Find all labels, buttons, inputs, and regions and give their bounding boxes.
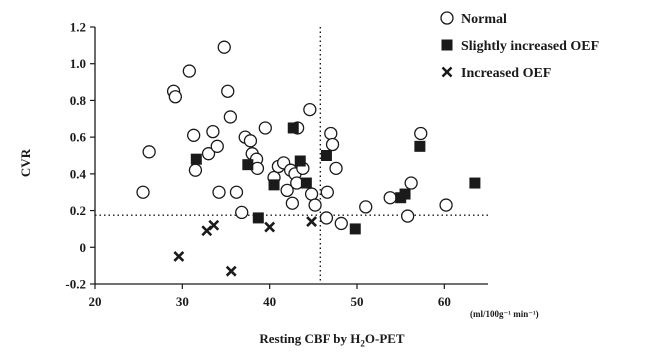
x-axis-title-subscript: 2 [360,338,365,349]
normal-point [243,134,258,148]
slightly-increased-oef-point [300,177,312,189]
slightly-increased-oef-point [287,122,299,134]
normal-point [329,161,343,176]
slightly-increased-oef-point [190,153,202,165]
normal-point [229,185,244,199]
normal-point [359,200,373,214]
slightly-increased-oef-point [414,140,426,152]
normal-point [320,185,334,199]
cross-stroke [306,216,318,228]
normal-point [217,40,231,54]
slightly-increased-oef-point [349,223,361,235]
increased-oef-point [264,221,276,233]
normal-point [210,139,224,153]
y-tick-label: -0.2 [65,277,86,292]
normal-point [304,187,319,201]
legend-marker [441,66,453,78]
x-axis-unit: (ml/100g⁻¹ min⁻¹) [470,309,539,319]
increased-oef-point [306,216,318,228]
slightly-increased-oef-point [399,188,411,200]
cross-stroke [441,66,453,78]
legend-marker [441,39,453,51]
increased-oef-point [173,251,185,262]
y-tick-label: 1.2 [70,20,86,35]
slightly-increased-oef-point [252,212,264,224]
normal-point [258,121,272,135]
y-tick-label: 0.2 [70,203,86,218]
cross-stroke [208,219,220,231]
normal-point [334,216,348,231]
slightly-increased-oef-point [294,155,306,167]
normal-point [401,209,415,223]
y-tick-label: 0.6 [70,130,87,145]
x-axis-title-part-2: O-PET [364,331,405,346]
normal-point [188,163,203,177]
increased-oef-point [225,265,237,277]
x-axis-title-part-1: Resting CBF by H [259,331,361,346]
normal-point [168,90,182,104]
x-axis-title: Resting CBF by H2O-PET [232,331,432,349]
normal-point [280,183,294,198]
normal-point [212,185,226,199]
y-tick-label: 0.8 [70,93,87,108]
legend-label: Increased OEF [461,66,551,81]
normal-point [142,145,156,159]
legend-marker [440,11,454,25]
slightly-increased-oef-point [268,179,280,191]
normal-point [439,198,453,212]
normal-point [223,110,238,124]
normal-point [136,185,150,199]
slightly-increased-oef-point [320,150,332,161]
legend-label: Slightly increased OEF [461,39,599,54]
normal-point [201,147,216,161]
normal-point [206,124,220,139]
normal-point [182,64,196,78]
normal-point [325,137,340,152]
x-tick-label: 50 [351,294,364,309]
y-tick-label: 0.4 [70,166,87,181]
increased-oef-point [208,219,220,231]
x-tick-label: 30 [176,294,189,309]
axes: -0.2 0 0.2 0.4 0.6 0.8 1.0 1.2 20 30 40 50 60 [65,20,488,309]
legend-label: Normal [461,12,507,27]
y-axis-title: CVR [18,148,33,177]
x-tick-label: 40 [263,294,276,309]
normal-point [324,126,338,141]
normal-point [235,205,249,220]
normal-point [414,126,428,141]
normal-point [308,198,322,212]
cross-stroke [173,251,185,262]
data-points [136,40,481,277]
normal-point [319,211,334,225]
normal-point [221,84,235,98]
y-tick-label: 1.0 [70,56,86,71]
normal-point [404,176,418,190]
normal-point [285,196,300,210]
x-tick-label: 20 [89,294,102,309]
normal-point [187,128,201,142]
slightly-increased-oef-point [242,159,254,171]
cross-stroke [225,265,237,277]
normal-point [383,191,397,205]
legend: Normal Slightly increased OEF Increased OE… [440,11,599,81]
x-tick-label: 60 [438,294,451,309]
cross-stroke [264,221,276,233]
y-tick-label: 0 [80,240,87,255]
slightly-increased-oef-point [469,177,481,189]
normal-point [303,102,317,117]
